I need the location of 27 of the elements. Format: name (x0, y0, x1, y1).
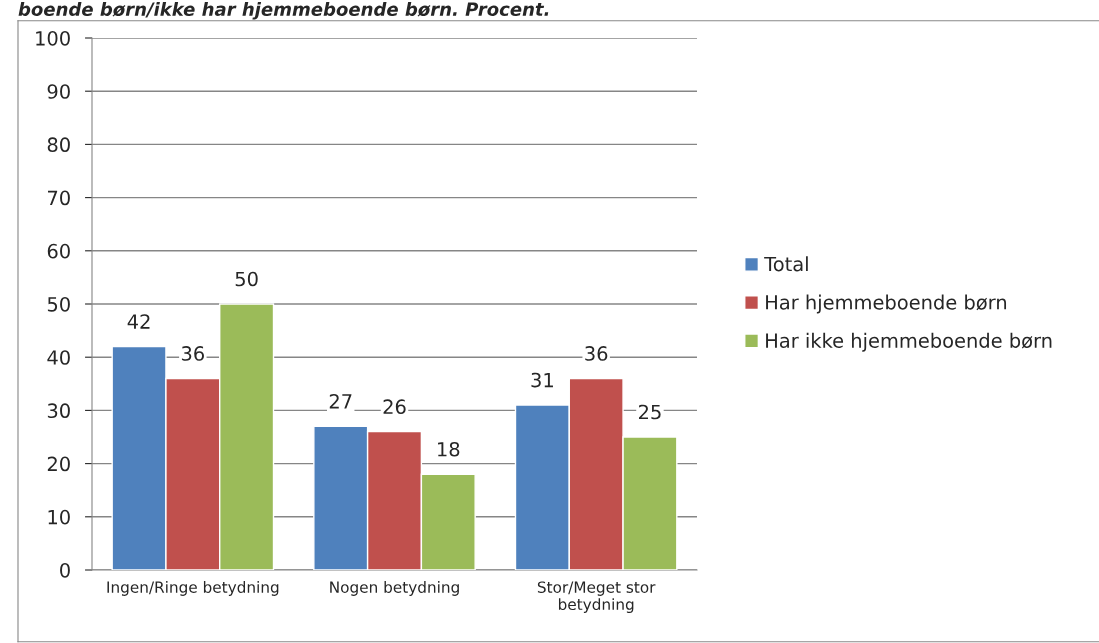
legend-label: Total (764, 256, 808, 272)
data-label: 36 (181, 346, 204, 361)
data-label: 18 (438, 441, 460, 457)
y-tick-label: 70 (48, 190, 70, 206)
data-label: 36 (585, 346, 608, 361)
data-label: 25 (639, 404, 661, 420)
data-label: 42 (127, 314, 150, 329)
y-tick-label: 20 (47, 456, 70, 472)
data-label: 27 (329, 394, 352, 409)
chart-title: boende børn/ikke har hjemmeboende børn. Procent. (18, 2, 549, 20)
y-tick-label: 10 (48, 509, 70, 525)
data-label: 50 (235, 271, 258, 287)
y-tick-label: 90 (47, 84, 70, 99)
data-label: 26 (383, 399, 406, 415)
x-tick-label: Ingen/Ringe betydning (107, 581, 279, 596)
y-tick-label: 40 (47, 350, 70, 365)
legend-label: Har hjemmeboende børn (766, 294, 1007, 314)
y-tick-label: 100 (36, 30, 70, 46)
y-tick-label: 50 (47, 296, 70, 312)
y-tick-label: 30 (47, 403, 70, 419)
y-tick-label: 60 (47, 243, 70, 259)
x-tick-label: Stor/Meget stor betydning (537, 581, 656, 613)
y-tick-label: 80 (47, 137, 70, 153)
data-label: 31 (531, 372, 553, 388)
legend-label: Har ikke hjemmeboende børn (766, 332, 1052, 352)
y-tick-label: 0 (60, 562, 70, 578)
x-tick-label: Nogen betydning (330, 581, 459, 596)
